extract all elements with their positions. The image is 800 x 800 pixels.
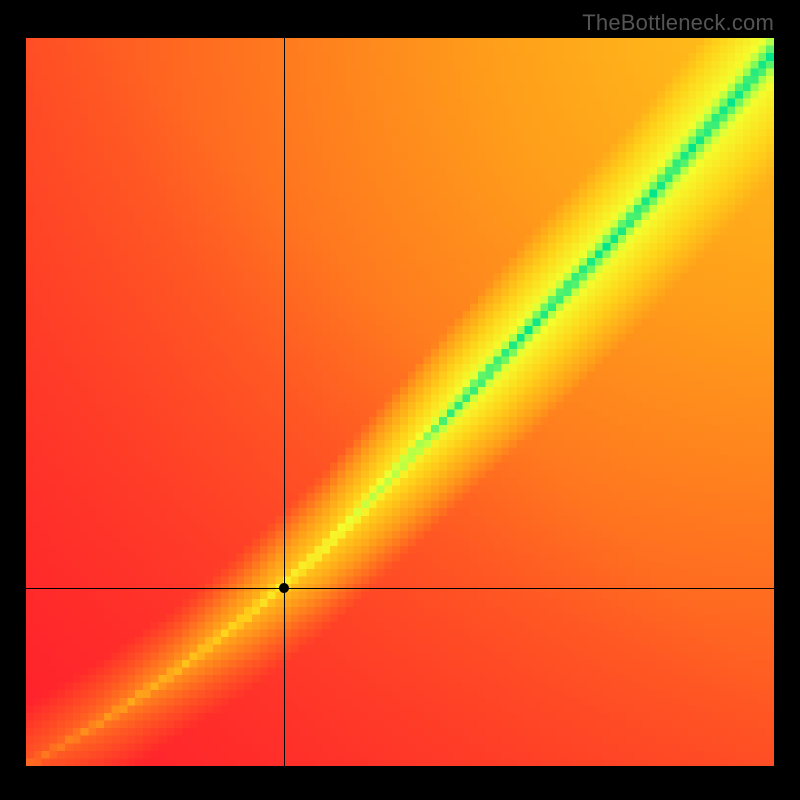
plot-area: [26, 38, 774, 766]
chart-frame: TheBottleneck.com: [0, 0, 800, 800]
crosshair-marker: [279, 583, 289, 593]
heatmap-canvas: [26, 38, 774, 766]
crosshair-vertical-line: [284, 38, 285, 766]
crosshair-horizontal-line: [26, 588, 774, 589]
watermark-text: TheBottleneck.com: [582, 10, 774, 36]
